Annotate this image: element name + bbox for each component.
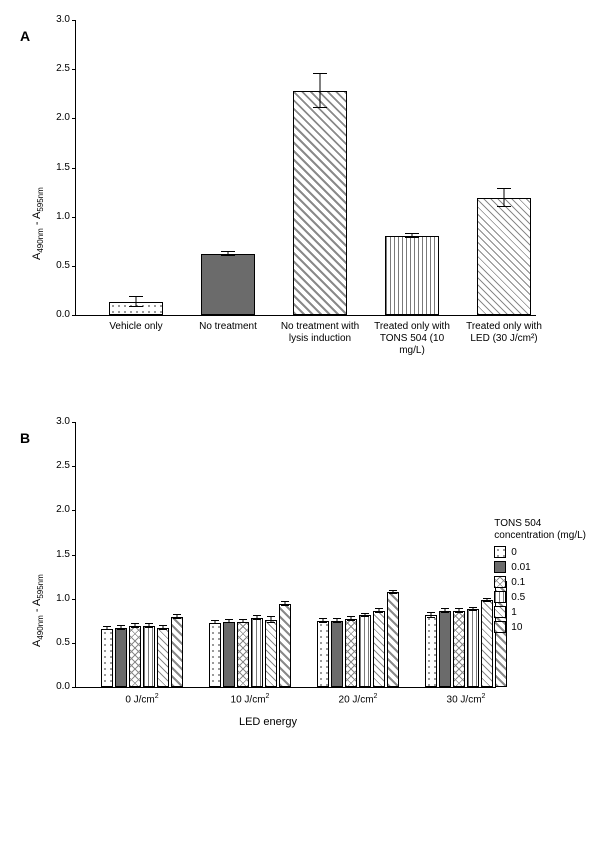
bar xyxy=(439,611,451,687)
panel-a-y-axis-label: A490nm - A595nm xyxy=(31,187,45,260)
y-tick-label: 0.0 xyxy=(46,309,70,320)
legend-swatch xyxy=(494,561,506,573)
bar xyxy=(115,628,127,687)
bar xyxy=(359,615,371,687)
y-tick-label: 1.5 xyxy=(46,549,70,560)
bar xyxy=(467,609,479,687)
x-category-label: No treatment xyxy=(183,315,273,333)
bar xyxy=(157,628,169,687)
bar xyxy=(481,600,493,687)
bar xyxy=(331,621,343,687)
bar xyxy=(209,623,221,687)
panel-b: B A490nm - A595nm 0.00.51.01.52.02.53.00… xyxy=(0,422,596,847)
bar xyxy=(129,626,141,687)
y-tick-label: 3.0 xyxy=(46,14,70,25)
panel-b-y-axis-label: A490nm - A595nm xyxy=(31,574,45,647)
legend-label: 0.5 xyxy=(511,592,525,603)
legend-label: 1 xyxy=(511,607,517,618)
legend-item: 1 xyxy=(494,606,586,618)
bar xyxy=(279,604,291,687)
y-tick-label: 0.5 xyxy=(46,260,70,271)
legend-swatch xyxy=(494,576,506,588)
y-tick-label: 2.0 xyxy=(46,112,70,123)
y-tick-label: 3.0 xyxy=(46,416,70,427)
bar xyxy=(171,617,183,687)
panel-b-x-axis-label: LED energy xyxy=(0,716,596,728)
x-group-label: 30 J/cm2 xyxy=(416,687,516,705)
bar xyxy=(317,621,329,687)
bar xyxy=(477,198,531,315)
legend-item: 0.01 xyxy=(494,561,586,573)
y-tick-label: 2.0 xyxy=(46,504,70,515)
legend-swatch xyxy=(494,621,506,633)
legend-title: TONS 504concentration (mg/L) xyxy=(494,518,586,542)
bar xyxy=(251,618,263,687)
legend-item: 0.5 xyxy=(494,591,586,603)
bar xyxy=(373,611,385,687)
y-tick-label: 1.0 xyxy=(46,211,70,222)
bar xyxy=(425,615,437,687)
x-category-label: Treated only withLED (30 J/cm²) xyxy=(459,315,549,345)
y-tick-label: 0.5 xyxy=(46,637,70,648)
bar xyxy=(387,592,399,687)
bar xyxy=(223,622,235,687)
x-category-label: Vehicle only xyxy=(91,315,181,333)
x-category-label: No treatment withlysis induction xyxy=(275,315,365,345)
legend-label: 10 xyxy=(511,622,522,633)
y-tick-label: 2.5 xyxy=(46,63,70,74)
y-tick-label: 2.5 xyxy=(46,460,70,471)
legend-swatch xyxy=(494,546,506,558)
bar xyxy=(265,620,277,687)
x-category-label: Treated only withTONS 504 (10 mg/L) xyxy=(367,315,457,357)
x-group-label: 0 J/cm2 xyxy=(92,687,192,705)
bar xyxy=(101,629,113,687)
y-tick-label: 0.0 xyxy=(46,681,70,692)
legend-swatch xyxy=(494,591,506,603)
bar xyxy=(201,254,255,315)
legend-item: 10 xyxy=(494,621,586,633)
bar xyxy=(385,236,439,315)
legend-item: 0.1 xyxy=(494,576,586,588)
legend-label: 0 xyxy=(511,547,517,558)
panel-a-chart: 0.00.51.01.52.02.53.0Vehicle onlyNo trea… xyxy=(75,20,536,316)
bar xyxy=(345,619,357,687)
bar xyxy=(143,626,155,687)
panel-b-chart: 0.00.51.01.52.02.53.00 J/cm210 J/cm220 J… xyxy=(75,422,496,688)
x-group-label: 20 J/cm2 xyxy=(308,687,408,705)
x-group-label: 10 J/cm2 xyxy=(200,687,300,705)
panel-a-label: A xyxy=(20,28,30,44)
bar xyxy=(453,611,465,687)
legend-label: 0.01 xyxy=(511,562,530,573)
legend-label: 0.1 xyxy=(511,577,525,588)
bar xyxy=(237,622,249,687)
y-tick-label: 1.0 xyxy=(46,593,70,604)
bar xyxy=(293,91,347,315)
panel-b-label: B xyxy=(20,430,30,446)
y-tick-label: 1.5 xyxy=(46,162,70,173)
panel-b-legend: TONS 504concentration (mg/L) 0 0.01 0.1 0.5 1… xyxy=(494,518,586,636)
legend-swatch xyxy=(494,606,506,618)
panel-a: A A490nm - A595nm 0.00.51.01.52.02.53.0V… xyxy=(0,20,596,402)
legend-item: 0 xyxy=(494,546,586,558)
